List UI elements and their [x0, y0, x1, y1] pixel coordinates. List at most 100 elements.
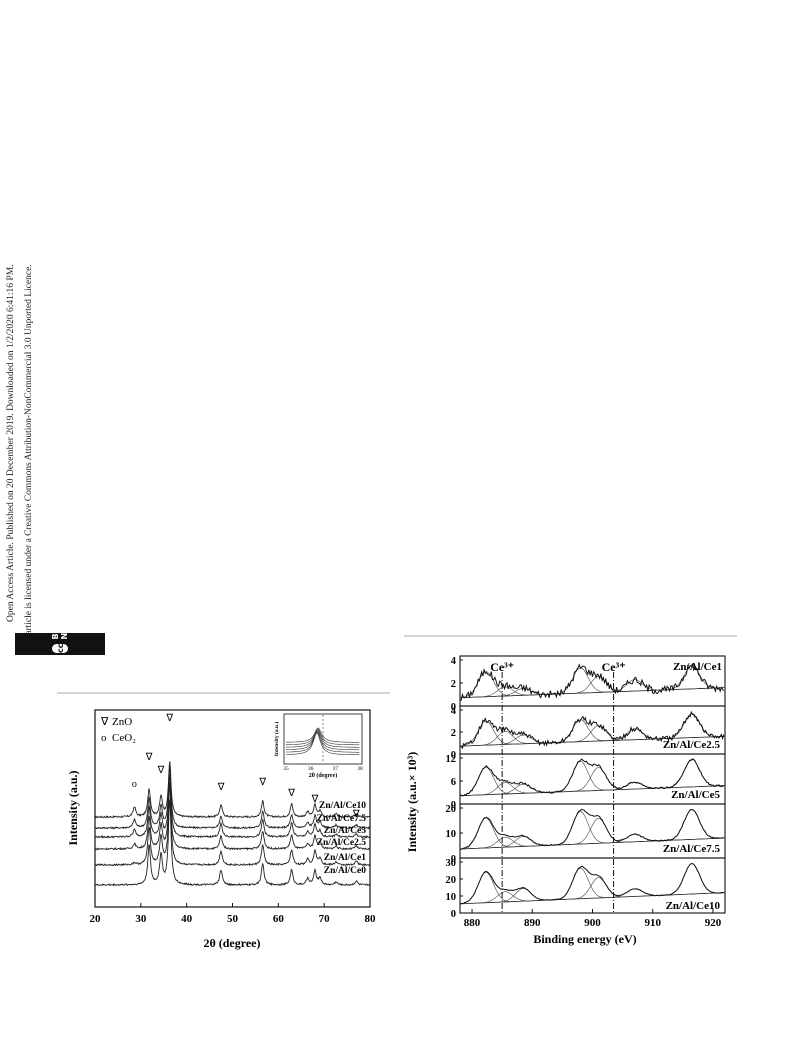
- xps-component-peak: [468, 782, 542, 796]
- xps-ce3-annotation: Ce³⁺: [490, 660, 514, 674]
- xps-x-tick-label: 890: [524, 917, 541, 929]
- xps-panel: 0 2 4 Zn/Al/Ce2.5: [451, 705, 726, 761]
- xrd-x-tick-label: 70: [319, 913, 331, 925]
- cc-by-nc-badge[interactable]: cc BY-NC: [15, 624, 105, 655]
- cc-icon: cc: [52, 643, 68, 653]
- xps-panels: 024 Zn/Al/Ce1024Zn/Al/Ce2.50612Zn/Al/Ce50…: [446, 655, 726, 920]
- xrd-inset: 35 36 37 38 Intensity (a.u.) 2θ (degree): [273, 713, 363, 779]
- xrd-series-line: [94, 766, 370, 830]
- xps-panel-label: Zn/Al/Ce10: [666, 900, 721, 912]
- xps-spectrum-line: [459, 808, 724, 850]
- xps-spectrum-line: [459, 662, 725, 701]
- xrd-peak-marker: o: [132, 779, 137, 790]
- xps-component-peak: [655, 809, 725, 842]
- xps-component-peak: [544, 760, 617, 793]
- xps-y-tick-label: 12: [446, 754, 457, 765]
- inset-series-line: [286, 727, 360, 743]
- xrd-x-tick-label: 80: [365, 913, 377, 925]
- xrd-series-line: [94, 799, 370, 887]
- xps-ce3-annotation: Ce³⁺: [602, 660, 626, 674]
- xps-component-peak: [562, 817, 635, 845]
- xrd-series-label: Zn/Al/Ce2.5: [317, 838, 367, 848]
- xrd-peak-marker: ∇: [145, 752, 153, 763]
- legend-zno-symbol: ∇: [100, 716, 109, 728]
- xps-figure: 024 Zn/Al/Ce1024Zn/Al/Ce2.50612Zn/Al/Ce50…: [405, 655, 726, 946]
- xps-panel-label: Zn/Al/Ce1: [673, 661, 722, 673]
- inset-series-line: [285, 732, 360, 756]
- left-column-rule: [57, 692, 390, 694]
- xrd-x-tick-label: 50: [227, 913, 239, 925]
- xps-background-line: [459, 837, 726, 850]
- xps-component-peak: [469, 730, 542, 746]
- xrd-series-label: Zn/Al/Ce10: [319, 801, 366, 811]
- xps-y-tick-label: 0: [451, 800, 456, 811]
- xps-panel: 0 10 20 Zn/Al/Ce7.5: [446, 803, 726, 865]
- inset-series-line: [286, 730, 360, 751]
- xrd-peak-marker: ∇: [258, 777, 266, 788]
- inset-curves: [285, 727, 360, 756]
- xps-x-tick-label: 880: [464, 917, 481, 929]
- xrd-x-tick-label: 30: [135, 913, 147, 925]
- xrd-peak-markers: o ∇ ∇ ∇ ∇ ∇ ∇ ∇ ∇: [132, 713, 360, 820]
- xrd-peak-marker: ∇: [157, 765, 165, 776]
- xrd-figure: o∇∇∇∇ ∇∇∇∇ 20 30 40 50 60 70 80 Zn/Al/Ce10Zn/Al…: [66, 709, 377, 950]
- xrd-legend: ∇ ZnO o CeO₂: [100, 716, 136, 744]
- xps-panel: 0 10 20 30 Zn/Al/Ce10: [446, 857, 726, 920]
- xps-y-tick-label: 20: [446, 804, 457, 815]
- inset-series-line: [285, 729, 360, 748]
- xps-x-tick-label: 910: [644, 917, 661, 929]
- inset-series-line: [286, 731, 360, 753]
- xps-spectrum-line: [459, 710, 725, 750]
- xps-panel-label: Zn/Al/Ce5: [671, 789, 720, 801]
- xrd-peak-marker: ∇: [287, 788, 295, 799]
- xps-panel-label: Zn/Al/Ce7.5: [663, 843, 721, 855]
- inset-x-label: 2θ (degree): [309, 772, 338, 779]
- xps-panel: 0 2 4 Zn/Al/Ce1: [451, 655, 726, 713]
- xrd-series-label: Zn/Al/Ce7.5: [317, 814, 367, 824]
- xps-y-tick-label: 2: [451, 679, 456, 690]
- by-nc-label: BY-NC: [51, 624, 69, 640]
- xps-component-peak: [468, 836, 542, 849]
- xps-x-ticks: 880 890 900 910 920: [464, 909, 722, 929]
- legend-ceo2-label: CeO₂: [112, 732, 136, 744]
- xps-x-tick-label: 920: [705, 917, 722, 929]
- xps-spectrum-line: [459, 862, 724, 905]
- xps-y-tick-label: 10: [446, 892, 457, 903]
- xps-component-peak: [460, 671, 522, 698]
- xps-y-tick-label: 30: [446, 858, 457, 869]
- xrd-series-line: [94, 774, 370, 839]
- inset-x-tick-label: 37: [333, 766, 339, 772]
- xps-component-peak: [469, 891, 542, 904]
- xps-y-tick-label: 0: [451, 909, 456, 920]
- xrd-series-label: Zn/Al/Ce0: [324, 866, 366, 876]
- xrd-x-ticks: 20 30 40 50 60 70 80: [90, 903, 377, 925]
- xps-component-peak: [544, 811, 617, 846]
- xrd-y-axis-label: Intensity (a.u.): [66, 770, 80, 845]
- xps-y-tick-label: 10: [446, 829, 457, 840]
- xrd-peak-marker: ∇: [352, 809, 360, 820]
- inset-x-tick-label: 38: [357, 766, 363, 772]
- xps-component-peak: [655, 758, 725, 789]
- xrd-x-tick-label: 60: [273, 913, 285, 925]
- xrd-x-tick-label: 40: [181, 913, 193, 925]
- xps-background-line: [459, 892, 726, 905]
- xps-background-line: [459, 785, 726, 797]
- xps-y-tick-label: 4: [451, 656, 457, 667]
- publication-note: Open Access Article. Published on 20 Dec…: [6, 264, 16, 622]
- xps-y-tick-label: 20: [446, 875, 457, 886]
- xps-y-tick-label: 0: [451, 750, 456, 761]
- xrd-series-line: [94, 782, 370, 851]
- xps-x-tick-label: 900: [584, 917, 601, 929]
- xps-component-peak: [655, 863, 725, 896]
- license-sidebar: Open Access Article. Published on 20 Dec…: [0, 0, 60, 700]
- xrd-x-tick-label: 20: [90, 913, 102, 925]
- xrd-peak-marker: ∇: [311, 794, 319, 805]
- xps-y-tick-label: 0: [451, 854, 456, 865]
- inset-series-line: [286, 728, 360, 746]
- xps-y-tick-label: 6: [451, 777, 456, 788]
- inset-x-tick-label: 36: [308, 766, 314, 772]
- inset-x-ticks: 35 36 37 38: [283, 766, 363, 772]
- xps-component-peak: [460, 766, 522, 796]
- xps-y-axis-label: Intensity (a.u.× 10³): [405, 752, 419, 852]
- xps-x-axis-label: Binding energy (eV): [533, 932, 636, 946]
